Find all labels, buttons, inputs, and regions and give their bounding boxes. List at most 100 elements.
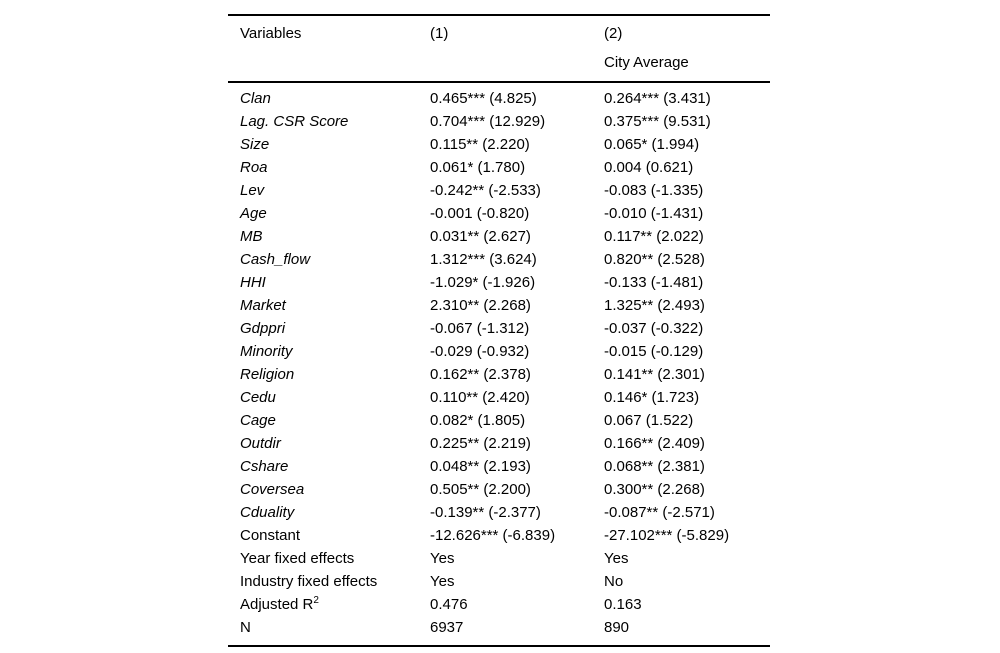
model-2-value: -27.102*** (-5.829) <box>604 527 730 544</box>
model-1-value: -0.139** (-2.377) <box>430 504 541 521</box>
table-row: Market 2.310** (2.268) 1.325** (2.493) <box>228 294 770 317</box>
model-1-value: -0.067 (-1.312) <box>430 320 530 337</box>
regression-table: Variables (1) (2) City Average Clan 0.46… <box>228 14 770 647</box>
variable-label: N <box>240 619 251 636</box>
table-row: Cshare 0.048** (2.193) 0.068** (2.381) <box>228 455 770 478</box>
variable-name: Lag. CSR Score <box>228 114 430 129</box>
model-2-value: 0.264*** (3.431) <box>604 90 711 107</box>
variable-label: Cash_flow <box>240 251 311 268</box>
variable-label: Outdir <box>240 435 281 452</box>
variable-name: Cash_flow <box>228 252 430 267</box>
model-1-value: 0.031** (2.627) <box>430 228 531 245</box>
variable-label: Gdppri <box>240 320 286 337</box>
table-row: Outdir 0.225** (2.219) 0.166** (2.409) <box>228 432 770 455</box>
variable-label: Coversea <box>240 481 305 498</box>
variable-name: Outdir <box>228 436 430 451</box>
model-2-value: -0.015 (-0.129) <box>604 343 704 360</box>
header-model-2: (2) <box>604 25 623 42</box>
model-2-value: 0.117** (2.022) <box>604 228 704 245</box>
table-row: Lag. CSR Score 0.704*** (12.929) 0.375**… <box>228 110 770 133</box>
table-row: Clan 0.465*** (4.825) 0.264*** (3.431) <box>228 87 770 110</box>
model-1-value: -1.029* (-1.926) <box>430 274 536 291</box>
table-row: Gdppri -0.067 (-1.312) -0.037 (-0.322) <box>228 317 770 340</box>
variable-name: Gdppri <box>228 321 430 336</box>
model-2-value: 0.004 (0.621) <box>604 159 694 176</box>
model-2-value: 0.163 <box>604 596 642 613</box>
variable-label: Age <box>240 205 267 222</box>
model-1-value: 0.162** (2.378) <box>430 366 531 383</box>
variable-name: Size <box>228 137 430 152</box>
model-1-value: -0.242** (-2.533) <box>430 182 541 199</box>
table-row: Adjusted R2 0.476 0.163 <box>228 593 770 616</box>
model-1-value: Yes <box>430 573 455 590</box>
header-model-1: (1) <box>430 25 449 42</box>
model-2-value: 0.065* (1.994) <box>604 136 700 153</box>
variable-label: Market <box>240 297 286 314</box>
model-2-value: -0.010 (-1.431) <box>604 205 704 222</box>
variable-name: Coversea <box>228 482 430 497</box>
table-header: Variables (1) (2) City Average <box>228 14 770 83</box>
variable-name: N <box>228 620 430 635</box>
table-row: Roa 0.061* (1.780) 0.004 (0.621) <box>228 156 770 179</box>
model-2-value: No <box>604 573 624 590</box>
model-1-value: 0.082* (1.805) <box>430 412 526 429</box>
variable-label: Year fixed effects <box>240 550 355 567</box>
table-body: Clan 0.465*** (4.825) 0.264*** (3.431) L… <box>228 83 770 647</box>
variable-label: Cshare <box>240 458 289 475</box>
variable-label: Adjusted R <box>240 596 314 613</box>
model-1-value: 0.061* (1.780) <box>430 159 526 176</box>
header-model-2-sub: City Average <box>604 54 689 71</box>
model-2-value: 0.141** (2.301) <box>604 366 705 383</box>
table-row: Cduality -0.139** (-2.377) -0.087** (-2.… <box>228 501 770 524</box>
variable-superscript: 2 <box>313 595 319 606</box>
table-row: Year fixed effects Yes Yes <box>228 547 770 570</box>
model-1-value: -0.001 (-0.820) <box>430 205 530 222</box>
header-row-1: Variables (1) (2) <box>228 19 770 48</box>
variable-name: Cduality <box>228 505 430 520</box>
variable-name: MB <box>228 229 430 244</box>
model-2-value: -0.133 (-1.481) <box>604 274 704 291</box>
model-2-value: 0.300** (2.268) <box>604 481 705 498</box>
model-1-value: 0.704*** (12.929) <box>430 113 546 130</box>
model-2-value: -0.087** (-2.571) <box>604 504 715 521</box>
variable-name: Constant <box>228 528 430 543</box>
table-row: Lev -0.242** (-2.533) -0.083 (-1.335) <box>228 179 770 202</box>
model-2-value: -0.037 (-0.322) <box>604 320 704 337</box>
model-1-value: 0.115** (2.220) <box>430 136 530 153</box>
table-row: HHI -1.029* (-1.926) -0.133 (-1.481) <box>228 271 770 294</box>
table-row: Coversea 0.505** (2.200) 0.300** (2.268) <box>228 478 770 501</box>
variable-label: Minority <box>240 343 293 360</box>
table-row: N 6937 890 <box>228 616 770 639</box>
header-variables: Variables <box>240 25 302 42</box>
variable-name: Industry fixed effects <box>228 574 430 589</box>
variable-label: Size <box>240 136 270 153</box>
model-1-value: 0.505** (2.200) <box>430 481 531 498</box>
variable-name: Roa <box>228 160 430 175</box>
variable-name: Market <box>228 298 430 313</box>
table-row: Cage 0.082* (1.805) 0.067 (1.522) <box>228 409 770 432</box>
variable-name: Clan <box>228 91 430 106</box>
variable-name: Cage <box>228 413 430 428</box>
model-1-value: Yes <box>430 550 455 567</box>
model-2-value: 0.166** (2.409) <box>604 435 705 452</box>
variable-label: Clan <box>240 90 271 107</box>
variable-label: Lag. CSR Score <box>240 113 349 130</box>
variable-label: Cduality <box>240 504 295 521</box>
table-row: Cedu 0.110** (2.420) 0.146* (1.723) <box>228 386 770 409</box>
variable-label: Cage <box>240 412 276 429</box>
model-2-value: 0.820** (2.528) <box>604 251 705 268</box>
variable-label: Religion <box>240 366 295 383</box>
table-row: Minority -0.029 (-0.932) -0.015 (-0.129) <box>228 340 770 363</box>
variable-name: Cshare <box>228 459 430 474</box>
variable-label: Constant <box>240 527 301 544</box>
variable-name: Minority <box>228 344 430 359</box>
table-row: Constant -12.626*** (-6.839) -27.102*** … <box>228 524 770 547</box>
model-1-value: 1.312*** (3.624) <box>430 251 537 268</box>
variable-name: Religion <box>228 367 430 382</box>
variable-name: Cedu <box>228 390 430 405</box>
model-2-value: Yes <box>604 550 629 567</box>
model-2-value: 890 <box>604 619 630 636</box>
table-row: Industry fixed effects Yes No <box>228 570 770 593</box>
model-1-value: -12.626*** (-6.839) <box>430 527 556 544</box>
variable-label: Cedu <box>240 389 276 406</box>
